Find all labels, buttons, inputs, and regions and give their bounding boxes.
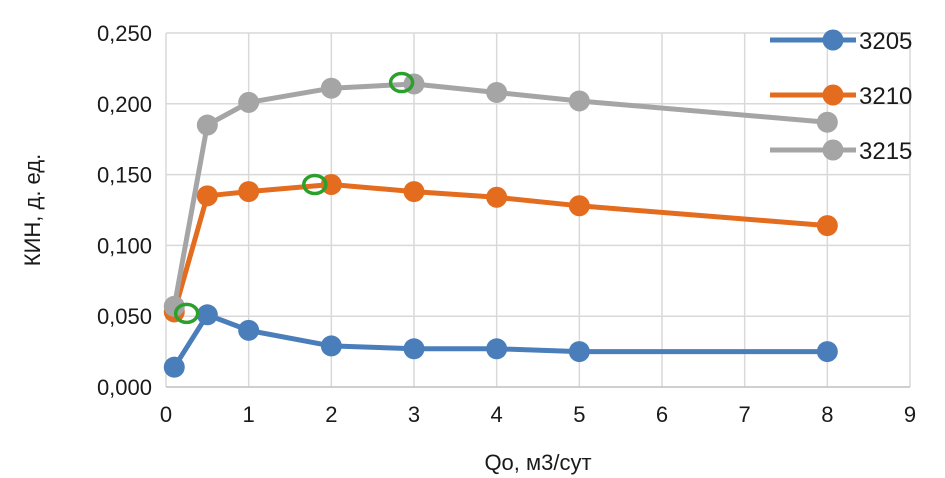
y-tick-label: 0,250 bbox=[97, 21, 152, 46]
data-point bbox=[196, 114, 218, 136]
series-3210 bbox=[163, 174, 838, 323]
y-axis-label: КИН, д. ед. bbox=[20, 154, 45, 267]
x-tick-label: 6 bbox=[656, 402, 668, 427]
legend-marker bbox=[822, 139, 844, 161]
y-tick-label: 0,150 bbox=[97, 163, 152, 188]
data-point bbox=[486, 338, 508, 360]
data-point bbox=[320, 174, 342, 196]
data-point bbox=[568, 195, 590, 217]
legend-item-3210: 3210 bbox=[770, 83, 912, 110]
data-point bbox=[163, 295, 185, 317]
x-tick-label: 0 bbox=[160, 402, 172, 427]
legend: 3205 3210 3215 bbox=[770, 28, 912, 165]
data-point bbox=[238, 319, 260, 341]
data-point bbox=[568, 341, 590, 363]
data-point bbox=[816, 111, 838, 133]
x-tick-label: 5 bbox=[573, 402, 585, 427]
x-tick-label: 3 bbox=[408, 402, 420, 427]
data-point bbox=[238, 181, 260, 203]
data-point bbox=[403, 181, 425, 203]
data-point bbox=[196, 185, 218, 207]
annotation-marker bbox=[388, 71, 415, 94]
series-3205 bbox=[163, 304, 838, 378]
x-axis-label: Qo, м3/сут bbox=[484, 450, 591, 475]
legend-label: 3210 bbox=[859, 83, 912, 110]
x-tick-label: 2 bbox=[325, 402, 337, 427]
legend-label: 3205 bbox=[859, 28, 912, 55]
x-tick-label: 4 bbox=[491, 402, 503, 427]
x-tick-label: 9 bbox=[904, 402, 916, 427]
legend-item-3205: 3205 bbox=[770, 28, 912, 55]
data-point bbox=[403, 338, 425, 360]
data-point bbox=[320, 77, 342, 99]
data-point bbox=[238, 91, 260, 113]
y-tick-label: 0,200 bbox=[97, 92, 152, 117]
x-axis-ticks: 0 1 2 3 4 5 6 7 8 9 bbox=[160, 402, 916, 427]
series-layer bbox=[163, 73, 838, 378]
data-point bbox=[163, 356, 185, 378]
legend-label: 3215 bbox=[859, 138, 912, 165]
x-tick-label: 7 bbox=[739, 402, 751, 427]
y-axis-ticks: 0,000 0,050 0,100 0,150 0,200 0,250 bbox=[97, 21, 152, 400]
legend-marker bbox=[822, 29, 844, 51]
y-tick-label: 0,000 bbox=[97, 375, 152, 400]
x-tick-label: 8 bbox=[821, 402, 833, 427]
data-point bbox=[816, 341, 838, 363]
data-point bbox=[486, 186, 508, 208]
legend-item-3215: 3215 bbox=[770, 138, 912, 165]
annotation-layer bbox=[173, 71, 415, 325]
data-point bbox=[816, 215, 838, 237]
data-point bbox=[196, 304, 218, 326]
data-point bbox=[320, 335, 342, 357]
y-tick-label: 0,050 bbox=[97, 304, 152, 329]
annotation-marker bbox=[173, 302, 200, 325]
legend-marker bbox=[822, 84, 844, 106]
data-point bbox=[568, 90, 590, 112]
annotation-marker bbox=[302, 173, 328, 196]
y-tick-label: 0,100 bbox=[97, 233, 152, 258]
x-tick-label: 1 bbox=[243, 402, 255, 427]
data-point bbox=[486, 81, 508, 103]
